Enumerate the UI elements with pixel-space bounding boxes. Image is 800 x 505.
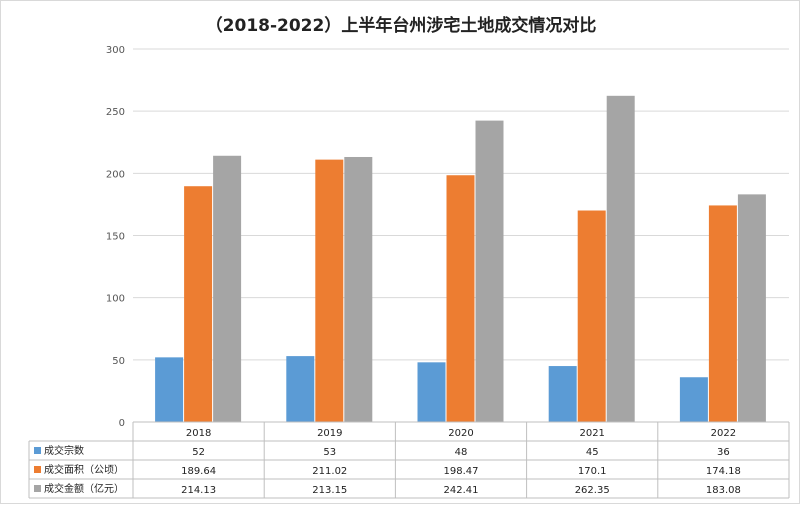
x-tick-label: 2018 bbox=[186, 428, 211, 439]
x-tick-label: 2022 bbox=[711, 428, 736, 439]
data-label: 198.47 bbox=[444, 466, 479, 477]
bar-2-2018 bbox=[184, 186, 213, 422]
data-label: 242.41 bbox=[444, 485, 479, 496]
data-label: 53 bbox=[323, 447, 336, 458]
bar-3-2019 bbox=[344, 156, 373, 422]
bar-3-2020 bbox=[475, 120, 504, 422]
legend-swatch bbox=[34, 447, 41, 454]
data-label: 45 bbox=[586, 447, 599, 458]
data-label: 262.35 bbox=[575, 485, 610, 496]
y-tick-label: 100 bbox=[106, 294, 125, 305]
data-label: 52 bbox=[192, 447, 205, 458]
legend-label: 成交金额（亿元） bbox=[44, 482, 124, 495]
data-label: 36 bbox=[717, 447, 730, 458]
bar-1-2021 bbox=[548, 366, 577, 422]
bar-2-2019 bbox=[315, 159, 344, 422]
data-label: 48 bbox=[455, 447, 468, 458]
bar-3-2018 bbox=[213, 155, 242, 423]
x-tick-label: 2020 bbox=[448, 428, 473, 439]
data-label: 213.15 bbox=[312, 485, 347, 496]
bar-1-2019 bbox=[286, 356, 315, 422]
y-tick-label: 250 bbox=[106, 107, 125, 118]
x-tick-label: 2021 bbox=[579, 428, 604, 439]
y-tick-label: 150 bbox=[106, 232, 125, 243]
bar-2-2022 bbox=[708, 205, 737, 422]
data-label: 174.18 bbox=[706, 466, 741, 477]
data-label: 170.1 bbox=[578, 466, 607, 477]
y-tick-label: 200 bbox=[106, 169, 125, 180]
data-label: 214.13 bbox=[181, 485, 216, 496]
legend-swatch bbox=[34, 466, 41, 473]
y-tick-label: 50 bbox=[112, 356, 125, 367]
data-label: 189.64 bbox=[181, 466, 216, 477]
bar-1-2018 bbox=[155, 357, 184, 422]
chart-title: （2018-2022）上半年台州涉宅土地成交情况对比 bbox=[205, 16, 597, 36]
bar-2-2020 bbox=[446, 175, 475, 422]
bar-3-2022 bbox=[737, 194, 766, 422]
data-label: 211.02 bbox=[312, 466, 347, 477]
data-label: 183.08 bbox=[706, 485, 741, 496]
bar-3-2021 bbox=[606, 95, 635, 423]
y-tick-label: 300 bbox=[106, 45, 125, 56]
bar-1-2022 bbox=[679, 377, 708, 422]
x-tick-label: 2019 bbox=[317, 428, 342, 439]
legend-label: 成交宗数 bbox=[44, 444, 84, 457]
legend-swatch bbox=[34, 485, 41, 492]
legend-label: 成交面积（公顷） bbox=[44, 463, 124, 476]
bar-2-2021 bbox=[577, 210, 606, 422]
bar-1-2020 bbox=[417, 362, 446, 422]
y-tick-label: 0 bbox=[119, 418, 125, 429]
